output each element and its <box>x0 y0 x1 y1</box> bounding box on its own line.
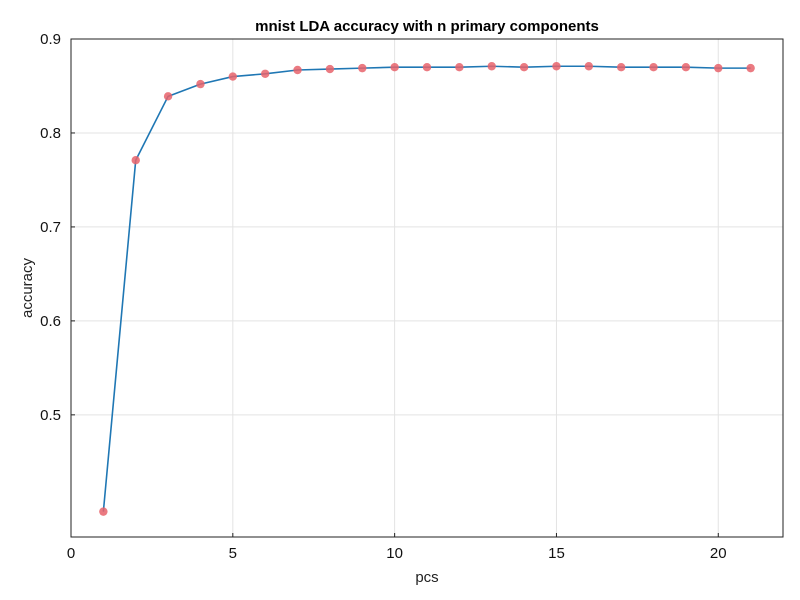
data-point <box>649 62 658 72</box>
data-point <box>196 79 205 89</box>
data-point <box>260 69 270 78</box>
data-point <box>422 62 432 72</box>
y-tick-label: 0.7 <box>40 219 61 236</box>
data-point <box>746 63 755 73</box>
data-point <box>293 65 302 75</box>
x-tick-label: 10 <box>386 545 403 562</box>
data-point <box>99 507 108 516</box>
data-point <box>519 62 529 72</box>
y-tick-label: 0.8 <box>40 125 61 142</box>
y-axis-label: accuracy <box>19 257 36 318</box>
data-point <box>390 62 399 72</box>
chart-title: mnist LDA accuracy with n primary compon… <box>255 18 599 35</box>
series-layer <box>99 62 755 516</box>
x-tick-label: 0 <box>67 545 75 562</box>
data-point <box>487 62 496 71</box>
plot-frame <box>70 38 784 538</box>
data-point <box>325 64 335 74</box>
data-point <box>455 62 464 72</box>
x-tick-label: 15 <box>548 545 565 562</box>
grid-lines <box>70 38 783 537</box>
data-point <box>681 62 691 72</box>
data-point <box>131 156 140 165</box>
data-point <box>584 62 594 71</box>
y-tick-label: 0.9 <box>40 31 61 48</box>
data-point <box>714 63 723 73</box>
x-tick-label: 20 <box>710 545 727 562</box>
x-axis-label: pcs <box>415 569 438 586</box>
data-point <box>552 62 561 71</box>
data-point <box>228 72 238 81</box>
x-tick-label: 5 <box>229 545 237 562</box>
data-point <box>616 62 626 72</box>
axis-ticks: 0 5 10 15 20 0.5 0.6 0.7 0.8 0.9 <box>40 31 726 562</box>
data-point <box>358 63 367 73</box>
data-point <box>163 92 173 101</box>
y-tick-label: 0.6 <box>40 313 61 330</box>
y-tick-label: 0.5 <box>40 407 61 424</box>
